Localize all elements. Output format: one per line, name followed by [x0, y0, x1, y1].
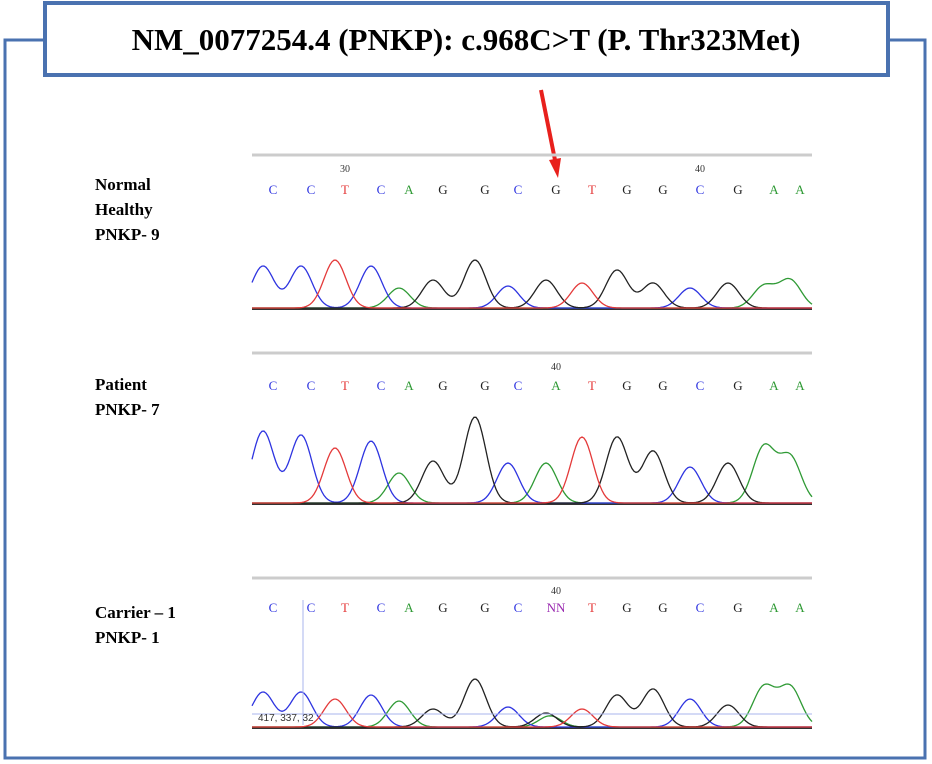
base-call: NN — [547, 600, 566, 615]
base-call: G — [438, 600, 447, 615]
sample-label: PNKP- 9 — [95, 225, 160, 244]
base-call: A — [404, 378, 414, 393]
base-call: C — [377, 182, 386, 197]
base-call: G — [438, 182, 447, 197]
position-mark: 30 — [340, 164, 350, 175]
sample-label: PNKP- 7 — [95, 400, 160, 419]
base-call: T — [588, 182, 596, 197]
base-call: T — [588, 378, 596, 393]
base-call: G — [480, 182, 489, 197]
trace — [252, 699, 812, 727]
base-call: G — [733, 378, 742, 393]
base-call: A — [795, 600, 805, 615]
trace — [252, 260, 812, 308]
base-call: G — [622, 600, 631, 615]
base-call: C — [696, 182, 705, 197]
base-call: A — [769, 182, 779, 197]
sample-label: Carrier – 1 — [95, 603, 176, 622]
base-call: C — [514, 378, 523, 393]
base-call: A — [404, 182, 414, 197]
base-call: C — [307, 378, 316, 393]
base-call: G — [658, 600, 667, 615]
base-call: G — [438, 378, 447, 393]
trace — [252, 417, 812, 503]
base-call: C — [307, 600, 316, 615]
base-call: T — [341, 600, 349, 615]
base-call: C — [696, 378, 705, 393]
base-call: G — [622, 182, 631, 197]
base-call: G — [658, 378, 667, 393]
trace — [252, 444, 812, 503]
position-mark: 40 — [695, 164, 705, 175]
base-call: C — [269, 600, 278, 615]
base-call: A — [769, 378, 779, 393]
trace — [252, 260, 812, 308]
sample-label: Normal — [95, 175, 151, 194]
sample-label: PNKP- 1 — [95, 628, 160, 647]
outer-frame — [5, 40, 925, 758]
trace — [252, 679, 812, 727]
base-call: C — [307, 182, 316, 197]
arrow — [541, 90, 561, 178]
base-call: C — [514, 600, 523, 615]
trace — [252, 431, 812, 503]
base-call: A — [795, 378, 805, 393]
base-call: G — [733, 600, 742, 615]
base-call: C — [377, 378, 386, 393]
base-call: G — [480, 600, 489, 615]
sample-label: Patient — [95, 375, 147, 394]
base-call: G — [480, 378, 489, 393]
base-call: C — [269, 378, 278, 393]
base-call: G — [622, 378, 631, 393]
trace — [252, 437, 812, 503]
title: NM_0077254.4 (PNKP): c.968C>T (P. Thr323… — [132, 22, 801, 57]
cursor-annotation: 417, 337, 32 — [258, 713, 314, 724]
base-call: T — [341, 182, 349, 197]
position-mark: 40 — [551, 586, 561, 597]
base-call: A — [551, 378, 561, 393]
base-call: C — [269, 182, 278, 197]
trace — [252, 266, 812, 308]
position-mark: 40 — [551, 362, 561, 373]
base-call: C — [514, 182, 523, 197]
base-call: G — [733, 182, 742, 197]
base-call: A — [769, 600, 779, 615]
base-call: T — [588, 600, 596, 615]
base-call: A — [404, 600, 414, 615]
base-call: A — [795, 182, 805, 197]
base-call: C — [696, 600, 705, 615]
base-call: G — [658, 182, 667, 197]
base-call: T — [341, 378, 349, 393]
base-call: C — [377, 600, 386, 615]
base-call: G — [551, 182, 560, 197]
sample-label: Healthy — [95, 200, 153, 219]
figure: NM_0077254.4 (PNKP): c.968C>T (P. Thr323… — [0, 0, 932, 764]
trace — [252, 692, 812, 727]
